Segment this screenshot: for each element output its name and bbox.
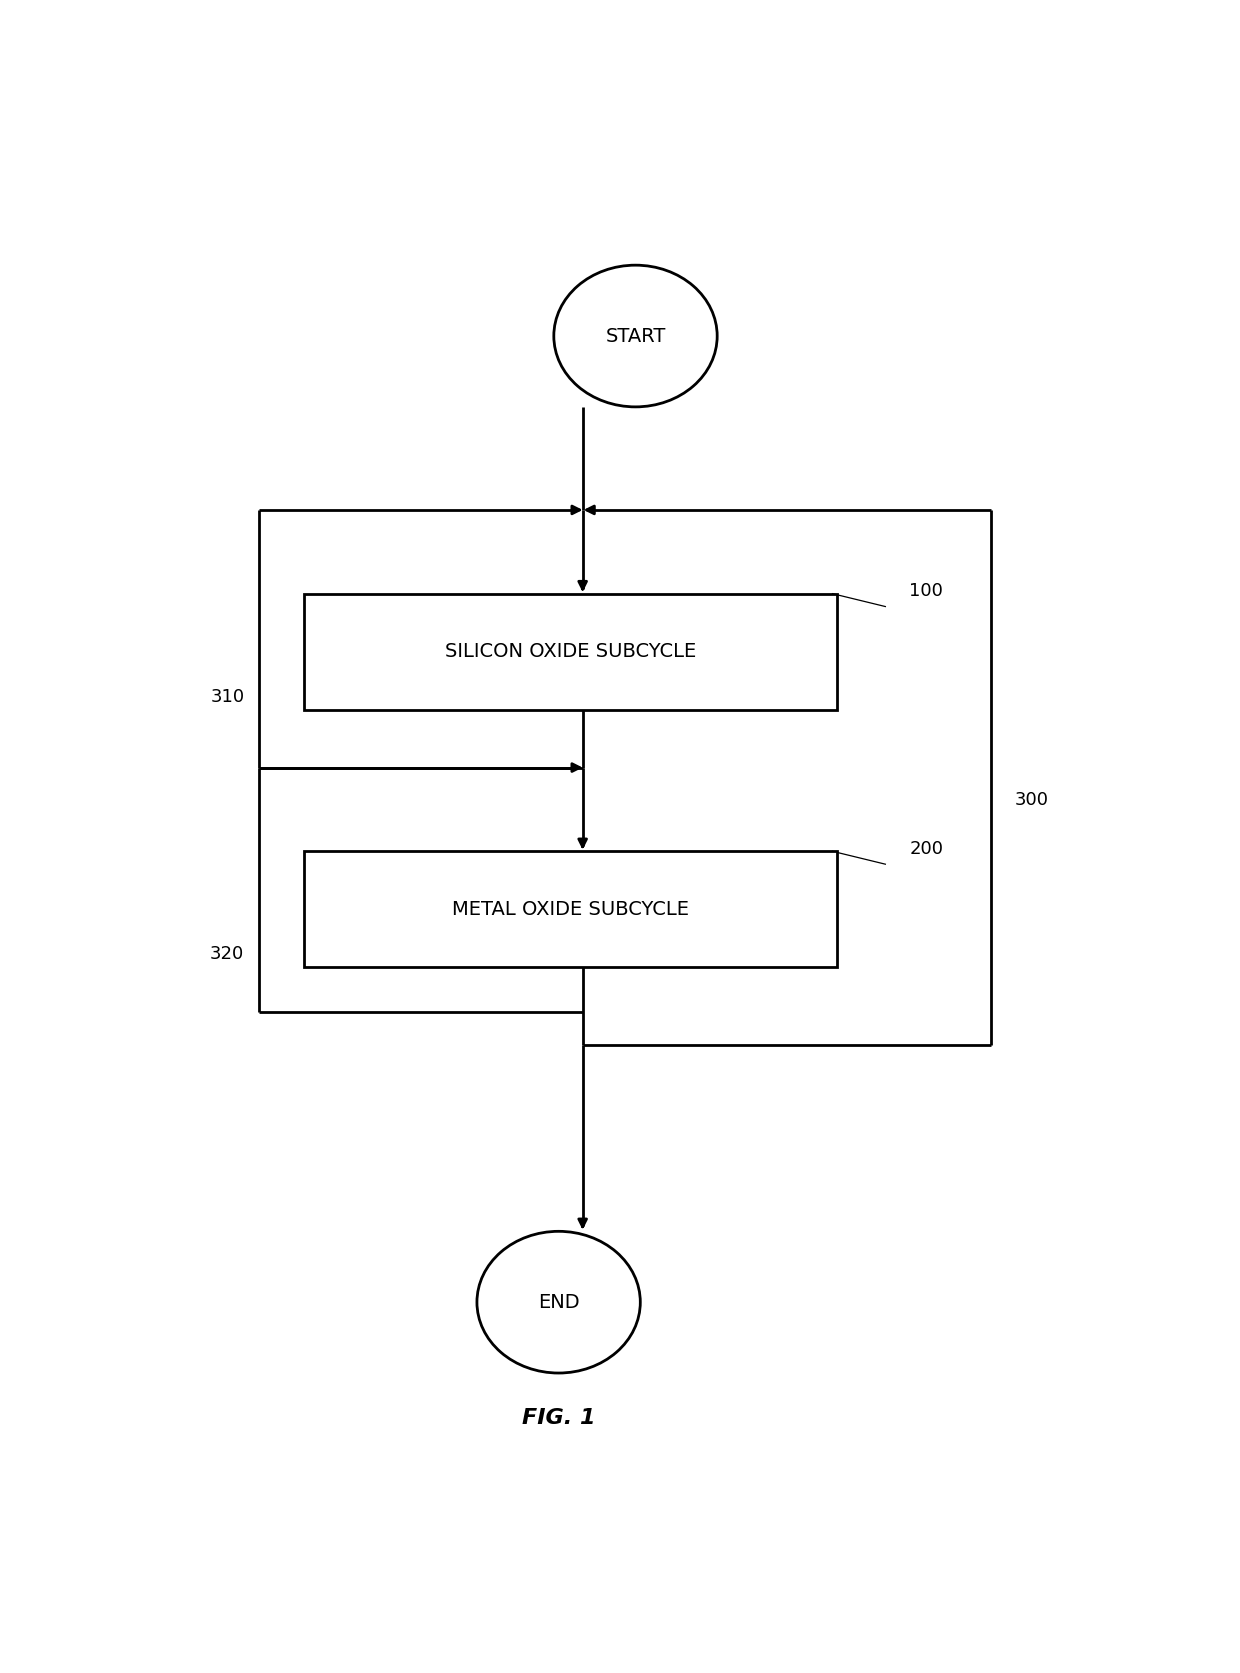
Text: 200: 200 <box>909 840 944 858</box>
FancyBboxPatch shape <box>304 594 837 709</box>
Text: 300: 300 <box>1016 791 1049 808</box>
Text: 310: 310 <box>211 688 244 706</box>
Text: START: START <box>605 326 666 346</box>
FancyBboxPatch shape <box>304 852 837 967</box>
Text: METAL OXIDE SUBCYCLE: METAL OXIDE SUBCYCLE <box>453 900 689 918</box>
Text: FIG. 1: FIG. 1 <box>522 1409 595 1429</box>
Text: END: END <box>538 1293 579 1312</box>
Text: SILICON OXIDE SUBCYCLE: SILICON OXIDE SUBCYCLE <box>445 642 696 661</box>
Text: 320: 320 <box>210 945 244 964</box>
Text: 100: 100 <box>909 582 944 601</box>
